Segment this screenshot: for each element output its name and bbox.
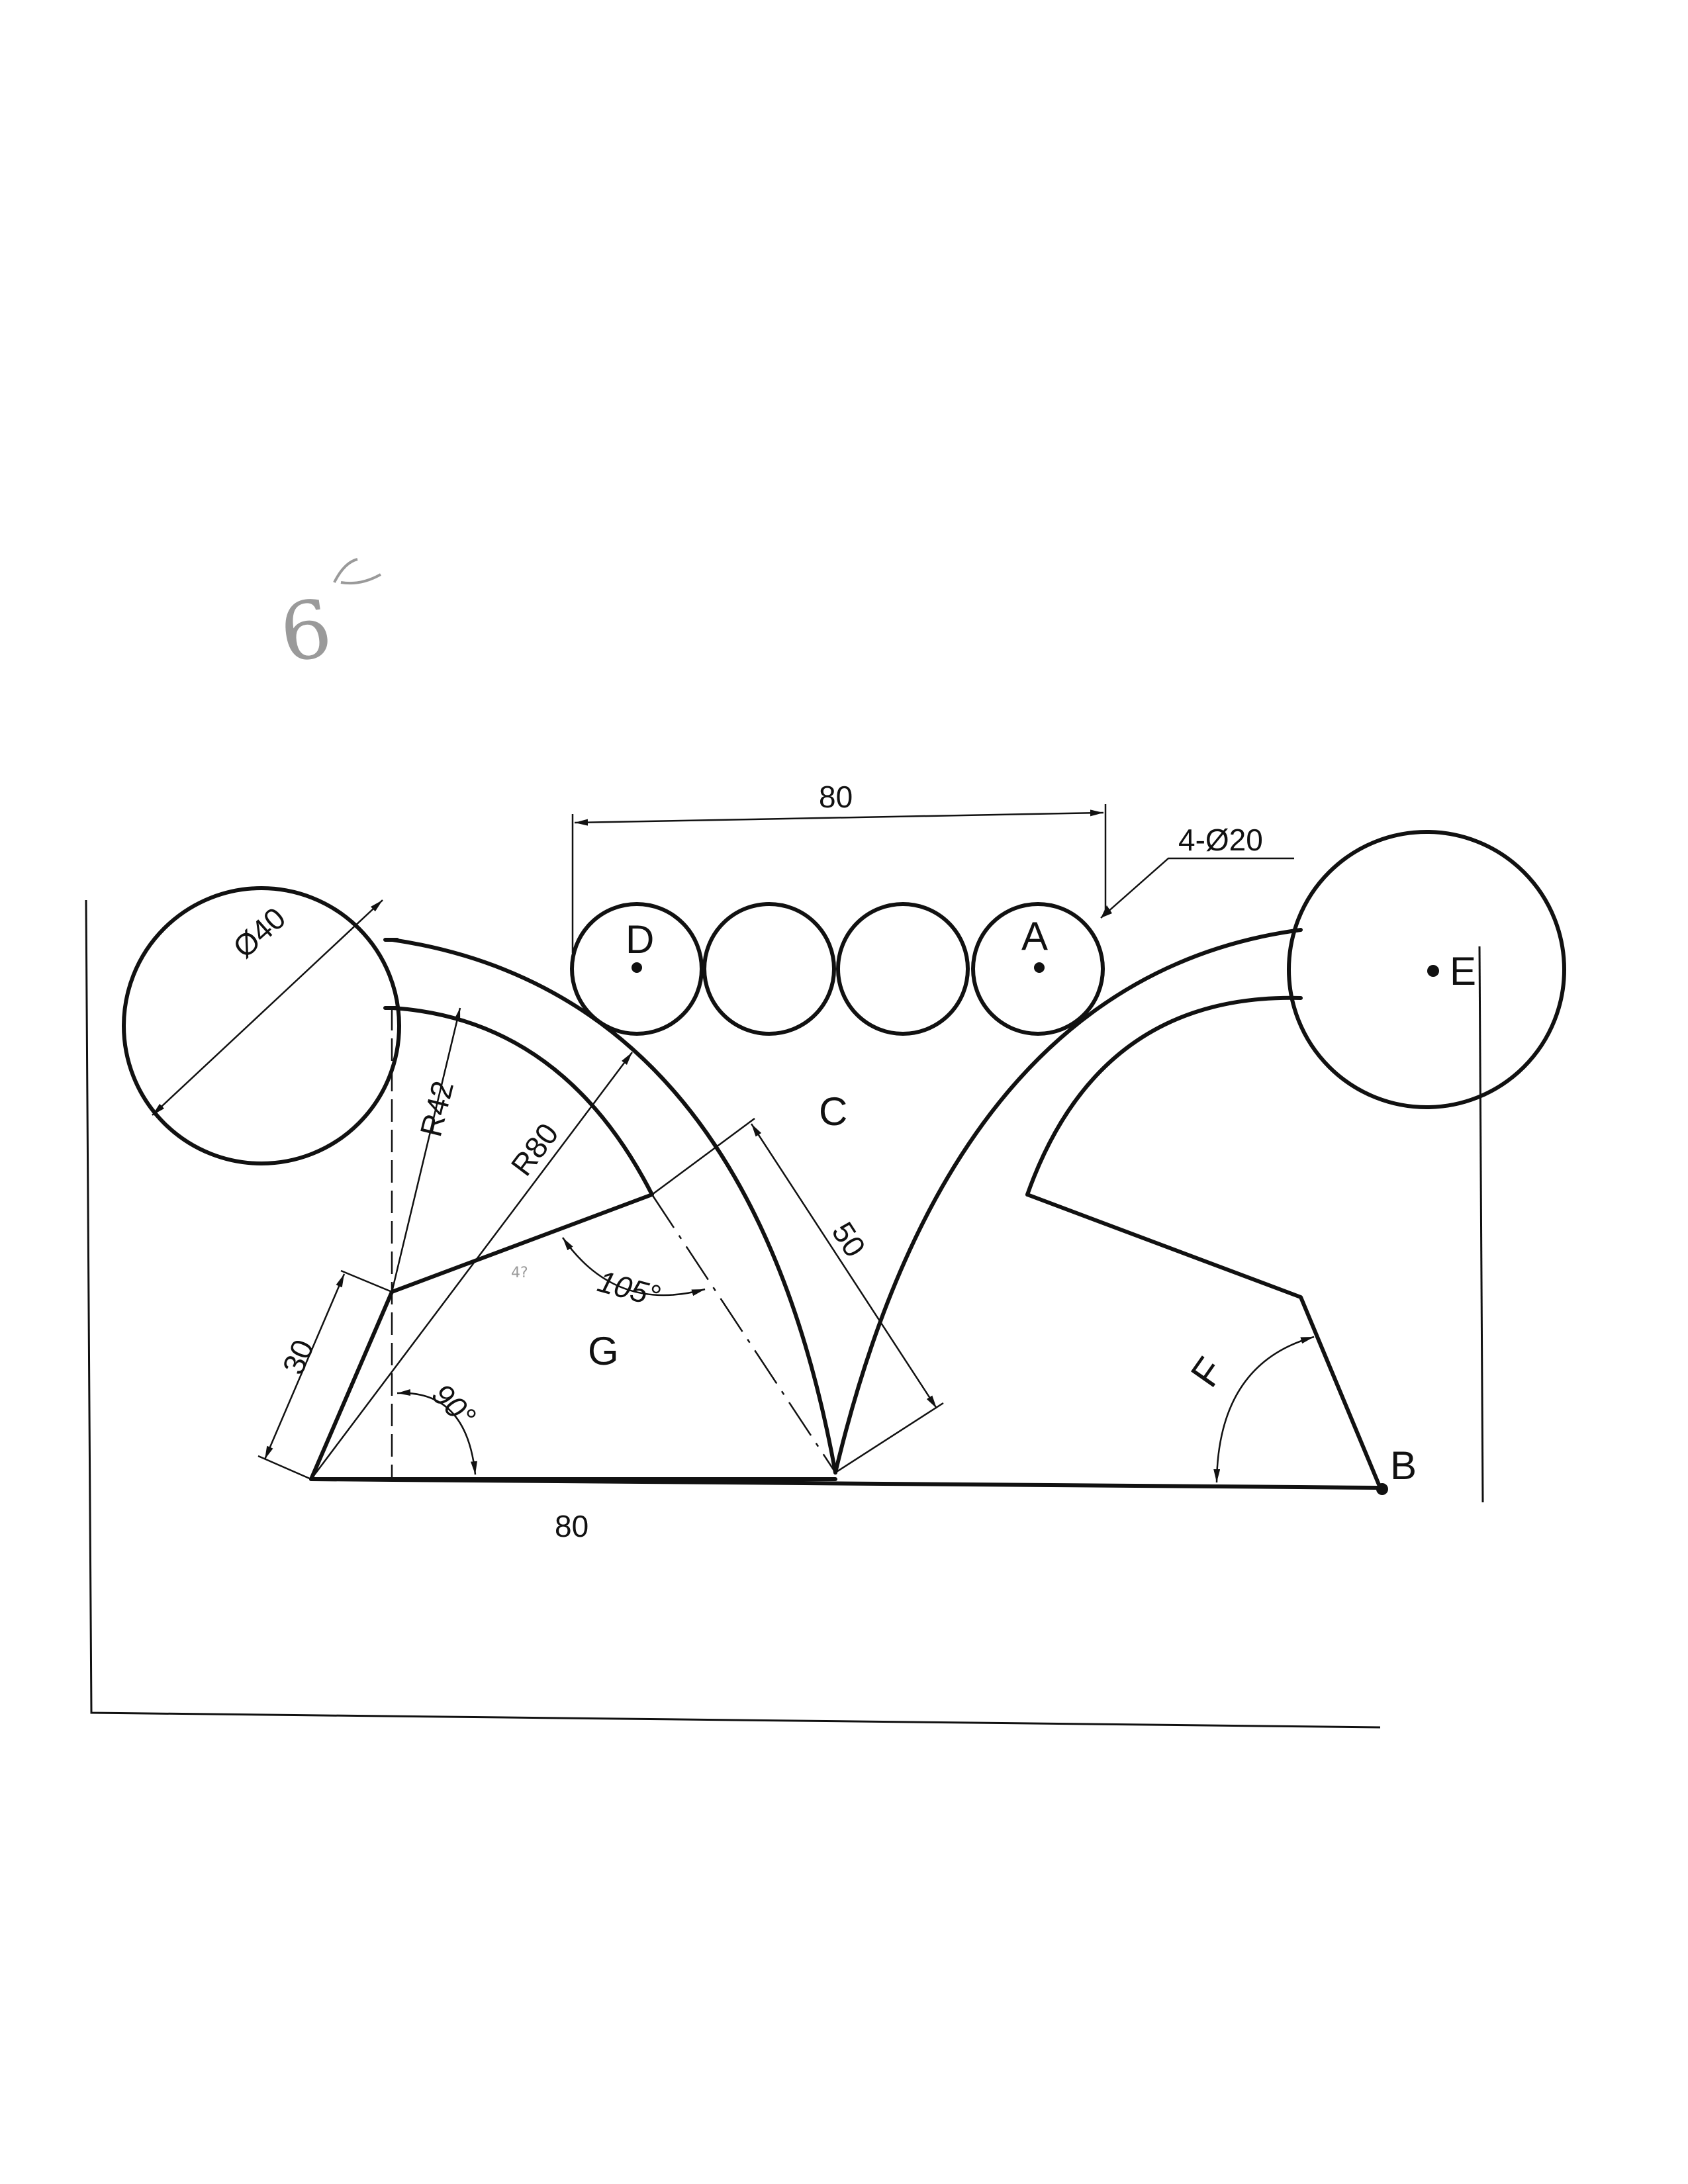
dim-top-80-text: 80 (819, 780, 853, 814)
small-circles-callout: 4-Ø20 (1178, 823, 1263, 857)
right-arm-outer (833, 928, 1303, 1475)
handwritten-small-note: 4? (511, 1265, 528, 1281)
angle-105-text: 105° (594, 1263, 663, 1313)
label-b: B (1390, 1443, 1417, 1488)
dim-50-text: 50 (825, 1216, 872, 1263)
diameter-40-text: Ø40 (226, 901, 292, 965)
point-d-dot (632, 962, 642, 973)
point-e-dot (1427, 965, 1439, 977)
point-b-dot (1376, 1483, 1388, 1495)
angle-f-arc (1213, 1336, 1315, 1483)
ext-line-a (651, 1117, 755, 1196)
small-circles-leader-arrow (1101, 905, 1112, 918)
ext-line-b (835, 1402, 944, 1474)
base-line (309, 1477, 1382, 1490)
dim-bottom-80-text: 80 (555, 1509, 588, 1543)
dim-top-80-line (574, 809, 1104, 826)
small-circle-a (971, 902, 1105, 1036)
left-big-circle (122, 886, 401, 1165)
ext-line-30-a (340, 1269, 393, 1293)
r80-leader (310, 1052, 633, 1480)
label-f: F (1182, 1349, 1233, 1394)
label-a: A (1021, 914, 1048, 958)
dim-30-line (263, 1273, 346, 1460)
label-c: C (819, 1089, 847, 1134)
right-arm-inner-arc (1025, 995, 1303, 1197)
dim-30-text: 30 (275, 1334, 320, 1379)
small-circle-3 (836, 902, 970, 1036)
diameter-40-line (152, 899, 383, 1116)
angle-105-arc (561, 1237, 706, 1297)
sheet-border-right (1478, 946, 1484, 1503)
label-e: E (1450, 949, 1476, 993)
small-circles-leader (1100, 857, 1294, 919)
r42-leader (391, 1007, 461, 1293)
handwritten-tick (333, 558, 381, 585)
angle-90-arc (397, 1389, 477, 1475)
label-g: G (588, 1329, 619, 1373)
right-big-circle (1287, 830, 1566, 1109)
point-a-dot (1034, 962, 1045, 973)
ext-line-30-b (258, 1455, 312, 1480)
small-circle-2 (702, 902, 836, 1036)
handwritten-page-mark: 6 (275, 582, 338, 680)
small-circle-d (570, 902, 704, 1036)
r80-text: R80 (504, 1116, 565, 1182)
label-d: D (626, 917, 654, 962)
slant-centerline (651, 1194, 837, 1473)
sheet-border (85, 899, 1381, 1729)
left-polygon-outline (309, 1193, 837, 1481)
left-arm-inner-arc (391, 1006, 654, 1197)
right-polygon-outline (1025, 1193, 1382, 1490)
dim-50-line (750, 1123, 938, 1409)
r42-text: R42 (413, 1077, 460, 1140)
angle-90-text: 90° (426, 1377, 483, 1433)
